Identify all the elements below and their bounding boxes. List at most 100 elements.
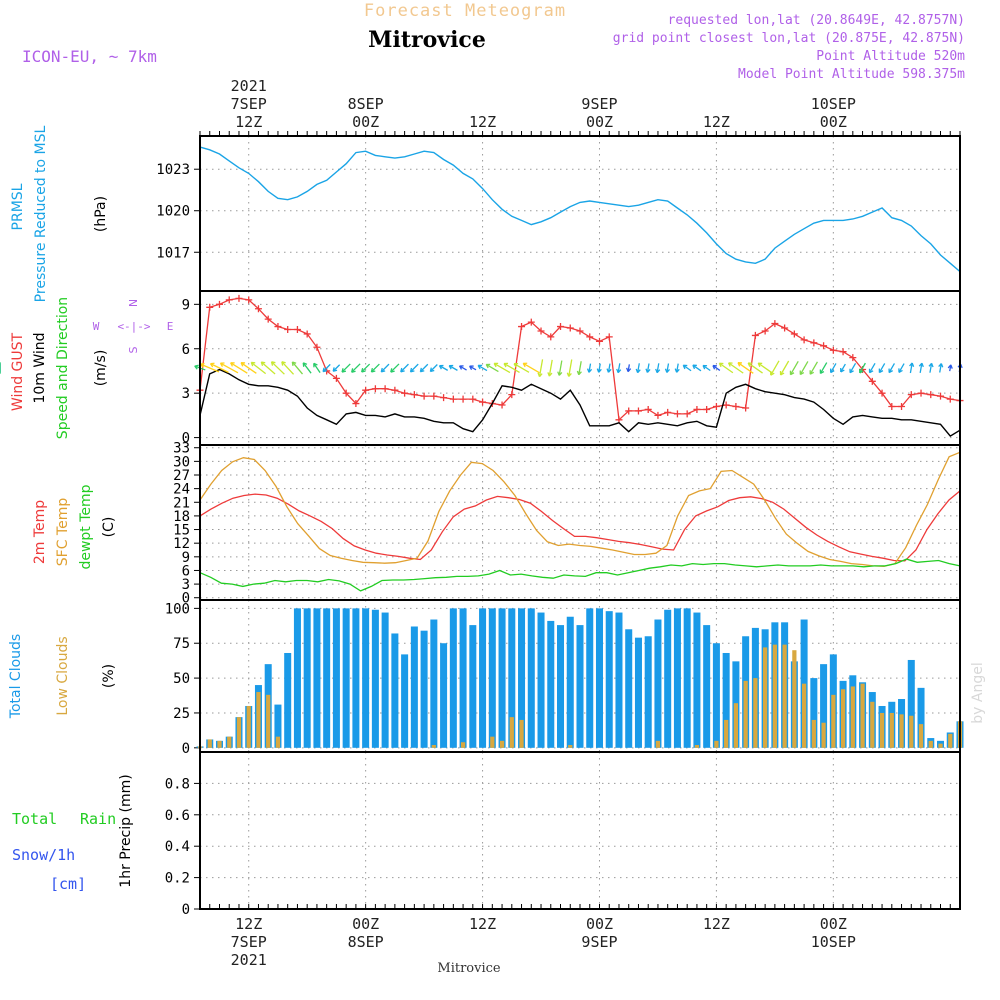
- wind-arrow-head: [938, 363, 944, 368]
- wind-direction-arrow: [576, 361, 582, 376]
- wind-arrow-shaft: [830, 363, 837, 373]
- wind-arrow-head: [718, 362, 724, 368]
- wind-arrow-shaft: [410, 363, 419, 373]
- y-tick-label: 24: [173, 482, 190, 498]
- total-cloud-bar: [508, 608, 516, 748]
- low-cloud-bar: [801, 683, 807, 748]
- total-cloud-bar: [722, 652, 730, 748]
- total-cloud-bar: [693, 612, 701, 748]
- wind-direction-arrow: [429, 364, 438, 373]
- wind-arrow-head: [537, 372, 543, 378]
- total-cloud-bar: [342, 608, 350, 748]
- wind-arrow-shaft: [210, 363, 229, 373]
- wind-arrow-shaft: [878, 363, 886, 373]
- wind-arrow-head: [341, 368, 347, 373]
- total-cloud-bar: [430, 619, 438, 748]
- compass-west: W: [93, 320, 100, 333]
- wind-arrow-shaft: [898, 363, 905, 373]
- wind-direction-arrow: [380, 363, 390, 373]
- wind-arrow-shaft: [819, 362, 828, 374]
- total-label: Total: [12, 810, 57, 828]
- low-cloud-bar: [753, 678, 758, 748]
- wind-arrow-shaft: [240, 362, 257, 374]
- wind-direction-arrow: [770, 360, 780, 376]
- temp-2m-line: [199, 490, 961, 562]
- wind-direction-arrow: [503, 362, 520, 374]
- y-tick-label: 12: [173, 536, 190, 552]
- wind-arrow-head: [868, 368, 874, 374]
- wind-gust-marker: [917, 389, 925, 397]
- total-cloud-bar: [410, 626, 418, 748]
- total-cloud-bar: [391, 633, 399, 748]
- wind-arrow-head: [448, 364, 454, 370]
- wind-direction-arrow: [313, 362, 321, 374]
- wind-direction-arrow: [459, 365, 467, 371]
- compass-north: N: [127, 299, 140, 307]
- wind-gust-marker: [469, 395, 477, 403]
- temp-dewpt-label: dewpt Temp: [78, 484, 94, 569]
- wind-direction-arrow: [400, 363, 409, 373]
- snow-label: Snow/1h: [12, 846, 75, 864]
- wind-gust-marker: [254, 305, 262, 313]
- wind-gust-marker: [518, 323, 526, 331]
- wind-direction-arrow: [370, 363, 380, 373]
- wind-direction-arrow: [737, 362, 754, 374]
- total-cloud-bar: [654, 619, 662, 748]
- wind-arrow-shaft: [260, 361, 276, 375]
- wind-direction-arrow: [302, 362, 312, 374]
- y-tick-label: 75: [173, 636, 190, 652]
- wind-arrow-head: [655, 368, 661, 374]
- wind-arrow-shaft: [849, 362, 857, 374]
- pressure-msl-label: Pressure Reduced to MSL: [33, 125, 49, 302]
- total-cloud-bar: [547, 620, 555, 748]
- wind-arrow-shaft: [840, 363, 846, 373]
- wind-direction-arrow: [712, 364, 721, 371]
- wind-direction-arrow: [809, 361, 819, 375]
- wind-arrow-shaft: [493, 362, 511, 374]
- wind-gust-marker: [781, 324, 789, 332]
- y-tick-label: 0: [182, 741, 190, 757]
- wind-arrow-head: [757, 362, 763, 368]
- wind-arrow-head: [230, 362, 235, 367]
- low-cloud-bar: [460, 742, 466, 748]
- total-cloud-bar: [420, 630, 428, 748]
- wind-gust-marker: [703, 405, 711, 413]
- wind-arrow-head: [626, 367, 632, 373]
- low-cloud-bar: [821, 722, 826, 748]
- wind-arrow-head: [250, 361, 256, 367]
- low-cloud-bar: [840, 689, 846, 748]
- wind-gust-marker: [937, 392, 945, 400]
- wind-arrow-shaft: [809, 361, 819, 375]
- wind-gust-marker: [800, 336, 808, 344]
- wind-arrow-shaft: [281, 361, 295, 375]
- wind-arrow-shaft: [538, 359, 544, 377]
- wind-arrow-head: [702, 364, 708, 370]
- wind-gust-marker: [498, 401, 506, 409]
- wind-arrow-shaft: [682, 364, 692, 372]
- bottom-time-label: 9SEP: [581, 933, 617, 951]
- wind-arrow-head: [789, 370, 795, 376]
- wind-gust-line: [199, 297, 961, 422]
- low-cloud-bar: [743, 680, 748, 748]
- wind-arrow-shaft: [780, 360, 790, 376]
- wind-gust-marker: [742, 404, 750, 412]
- low-cloud-bar: [519, 719, 524, 748]
- y-tick-label: 1023: [156, 162, 190, 178]
- wind-direction-arrow: [537, 359, 544, 378]
- y-tick-label: 0: [182, 902, 190, 918]
- wind-gust-marker: [946, 395, 954, 403]
- wind-gust-marker: [888, 403, 896, 410]
- wind-direction-arrow: [200, 362, 220, 373]
- total-cloud-bar: [576, 625, 584, 748]
- wind-gust-marker: [576, 327, 584, 335]
- temp-sfc-line: [199, 451, 961, 568]
- top-time-label: 00Z: [586, 113, 613, 131]
- total-cloud-bar: [615, 612, 623, 748]
- wind-gust-marker: [449, 395, 457, 403]
- y-tick-label: 33: [173, 441, 190, 457]
- low-cloud-bar: [655, 740, 661, 748]
- wind-direction-arrow: [727, 362, 744, 374]
- wind-direction-arrow: [626, 364, 632, 373]
- wind-arrow-shaft: [220, 362, 239, 374]
- total-cloud-bar: [557, 625, 565, 748]
